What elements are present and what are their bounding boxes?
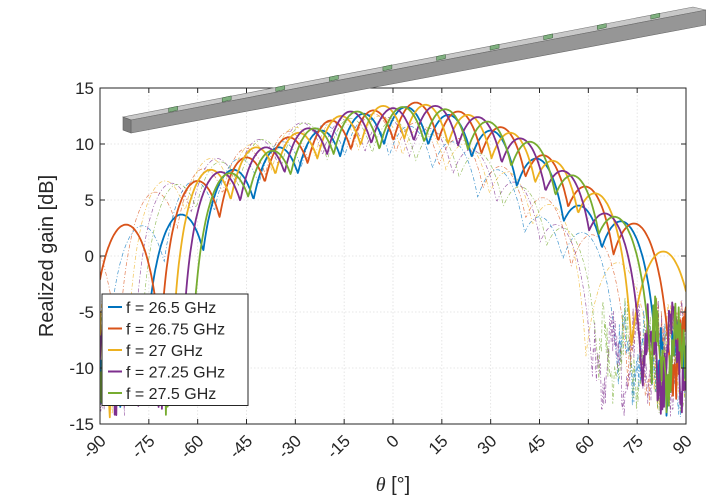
- x-axis-unit: [°]: [391, 474, 410, 496]
- legend: f = 26.5 GHz f = 26.75 GHz f = 27 GHz f = 2…: [101, 293, 249, 406]
- antenna-patch: [650, 12, 661, 20]
- antenna-patch: [329, 74, 339, 82]
- series-line: [100, 106, 686, 416]
- grid-lines: [99, 87, 687, 425]
- antenna-patch: [543, 33, 553, 41]
- series-line: [100, 105, 686, 416]
- y-tick-label: -10: [69, 359, 94, 378]
- y-tick-label: 15: [75, 79, 94, 98]
- legend-label: f = 27.5 GHz: [126, 386, 216, 403]
- antenna-patch: [221, 95, 232, 103]
- antenna-patch: [275, 85, 286, 92]
- legend-label: f = 27 GHz: [126, 343, 203, 360]
- legend-label: f = 27.25 GHz: [126, 365, 225, 382]
- legend-box: [101, 293, 249, 406]
- antenna-patches: [168, 12, 661, 113]
- ghost-trace: [100, 113, 686, 407]
- ghost-trace: [100, 115, 686, 415]
- y-tick-label: 0: [85, 247, 94, 266]
- ghost-trace: [100, 116, 686, 417]
- legend-label: f = 26.75 GHz: [126, 322, 225, 339]
- antenna-patch: [489, 43, 500, 51]
- legend-label: f = 26.5 GHz: [126, 300, 216, 317]
- antenna-patch: [436, 54, 446, 61]
- y-axis-label: Realized gain [dB]: [36, 175, 58, 337]
- x-axis-label: θ [°]: [376, 474, 411, 496]
- y-tick-label: 10: [75, 135, 94, 154]
- x-axis-symbol: θ: [376, 474, 386, 496]
- antenna-patch: [596, 23, 607, 30]
- antenna-patch: [168, 105, 178, 113]
- y-tick-label: -5: [79, 303, 94, 322]
- y-tick-label: 5: [85, 191, 94, 210]
- series-traces: [100, 101, 686, 419]
- y-tick-label: -15: [69, 415, 94, 434]
- antenna-patch: [382, 64, 393, 72]
- series-line: [100, 106, 686, 417]
- antenna-array-illustration: [121, 6, 706, 134]
